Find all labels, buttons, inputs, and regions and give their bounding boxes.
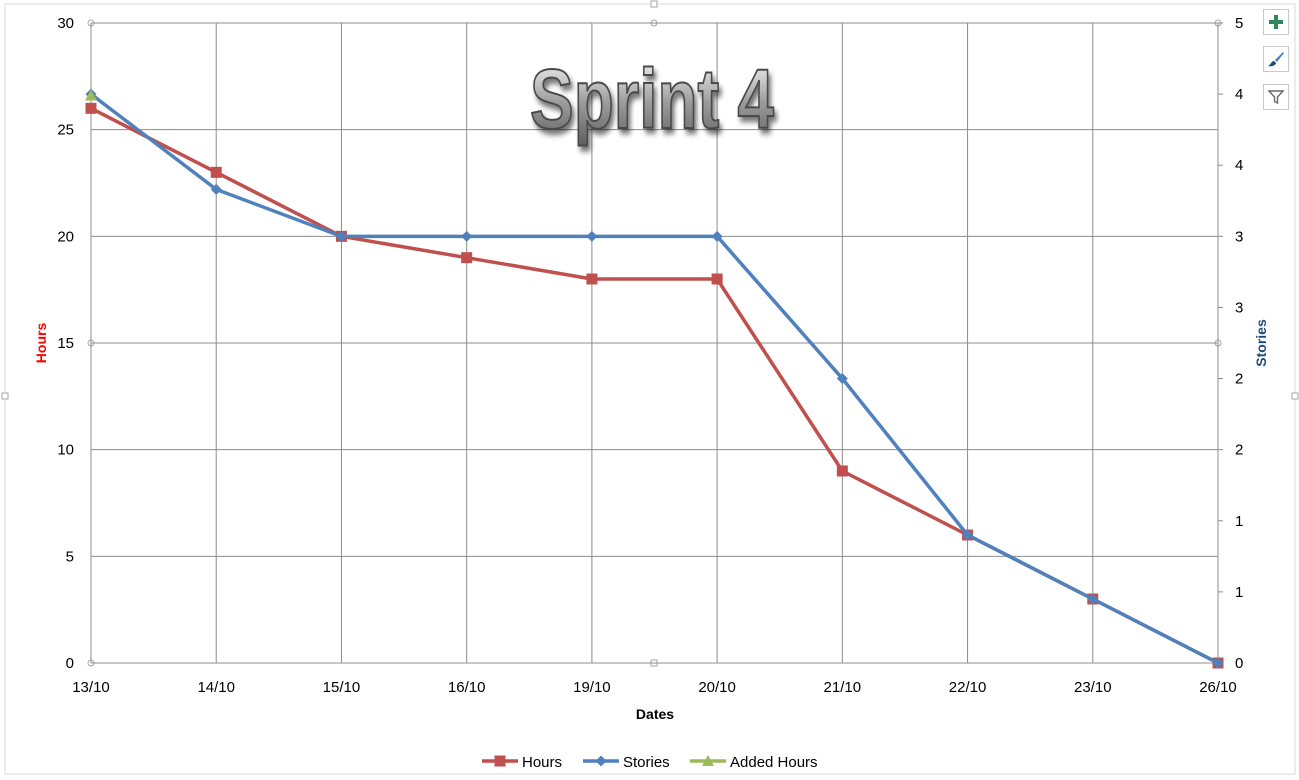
data-point (335, 230, 347, 242)
series-stories (85, 88, 1224, 669)
legend-item: Hours (482, 754, 562, 771)
data-point (586, 273, 598, 285)
plus-icon (1269, 15, 1283, 29)
legend-swatch-marker (702, 755, 714, 766)
legend-label: Stories (623, 754, 670, 771)
legend-label: Added Hours (730, 754, 818, 771)
x-tick-label: 19/10 (573, 679, 611, 696)
paintbrush-icon (1268, 52, 1284, 67)
y-tick-label: 20 (57, 228, 74, 245)
x-tick-label: 20/10 (698, 679, 736, 696)
series-added-hours (85, 89, 97, 101)
data-point (962, 529, 974, 541)
y-axis-title[interactable]: Hours (33, 323, 49, 364)
data-point (1212, 657, 1224, 669)
y2-tick-label: 5 (1235, 15, 1243, 32)
gridlines (90, 22, 1219, 664)
data-point (711, 273, 723, 285)
y-axis-left[interactable]: 0 5 10 15 20 25 30 (57, 15, 74, 672)
data-point (210, 183, 222, 195)
legend-label: Hours (522, 754, 562, 771)
y2-tick-label: 4 (1235, 157, 1243, 174)
x-tick-label: 26/10 (1199, 679, 1237, 696)
series-line (89, 92, 1219, 665)
data-point (836, 465, 848, 477)
data-point (711, 230, 723, 242)
y2-tick-label: 1 (1235, 513, 1243, 530)
data-point (1087, 593, 1099, 605)
y-axis-right[interactable]: 0 1 1 2 2 3 3 4 4 5 (1218, 15, 1243, 672)
y2-tick-label: 2 (1235, 371, 1243, 388)
x-tick-label: 16/10 (448, 679, 486, 696)
y2-tick-label: 3 (1235, 228, 1243, 245)
x-tick-label: 13/10 (72, 679, 110, 696)
series-line (90, 106, 1219, 665)
legend[interactable]: Hours Stories Added Hours (482, 754, 818, 771)
x-tick-label: 22/10 (949, 679, 987, 696)
data-point (461, 252, 473, 264)
series-hours (85, 102, 1224, 669)
filter-icon (1267, 90, 1285, 105)
x-tick-label: 21/10 (824, 679, 862, 696)
chart-filters-button[interactable] (1263, 84, 1289, 110)
x-axis[interactable]: 13/10 14/10 15/10 16/10 19/10 20/10 21/10 22/10… (72, 679, 1237, 696)
y2-tick-label: 3 (1235, 299, 1243, 316)
y2-tick-label: 4 (1235, 86, 1243, 103)
x-tick-label: 23/10 (1074, 679, 1112, 696)
y-tick-label: 30 (57, 15, 74, 32)
y2-axis-title[interactable]: Stories (1253, 319, 1269, 367)
chart-title[interactable]: Sprint 4 (529, 51, 775, 146)
data-point (461, 230, 473, 242)
chart-styles-button[interactable] (1263, 46, 1289, 72)
series-group[interactable] (85, 88, 1224, 669)
data-point (210, 166, 222, 178)
data-point (85, 102, 97, 114)
x-axis-title[interactable]: Dates (636, 706, 674, 722)
y2-tick-label: 1 (1235, 584, 1243, 601)
y2-tick-label: 2 (1235, 442, 1243, 459)
legend-swatch-marker (595, 755, 607, 767)
data-point (836, 373, 848, 385)
legend-item: Added Hours (690, 754, 818, 771)
data-point (85, 89, 97, 101)
x-tick-label: 14/10 (197, 679, 235, 696)
y2-tick-label: 0 (1235, 655, 1243, 672)
y-tick-label: 0 (66, 655, 74, 672)
chart-elements-button[interactable] (1263, 9, 1289, 35)
y-tick-label: 5 (66, 548, 74, 565)
chart-area-border[interactable] (4, 3, 1296, 775)
y-tick-label: 15 (57, 335, 74, 352)
data-point (586, 230, 598, 242)
legend-item: Stories (583, 754, 670, 771)
y-tick-label: 10 (57, 442, 74, 459)
x-tick-label: 15/10 (323, 679, 361, 696)
y-tick-label: 25 (57, 122, 74, 139)
legend-swatch-marker (494, 755, 506, 767)
